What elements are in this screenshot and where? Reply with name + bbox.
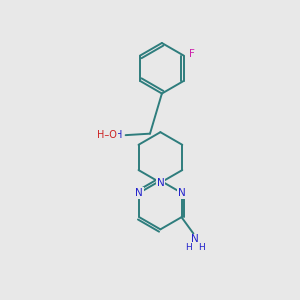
Text: N: N: [191, 235, 199, 244]
Text: F: F: [189, 49, 195, 59]
Text: H–O: H–O: [98, 130, 117, 140]
Text: N: N: [178, 188, 185, 198]
Text: H: H: [198, 243, 205, 252]
Text: H: H: [185, 243, 192, 252]
Text: H: H: [115, 130, 122, 140]
Text: N: N: [157, 178, 164, 188]
Text: N: N: [135, 188, 143, 198]
Text: O: O: [108, 130, 116, 140]
